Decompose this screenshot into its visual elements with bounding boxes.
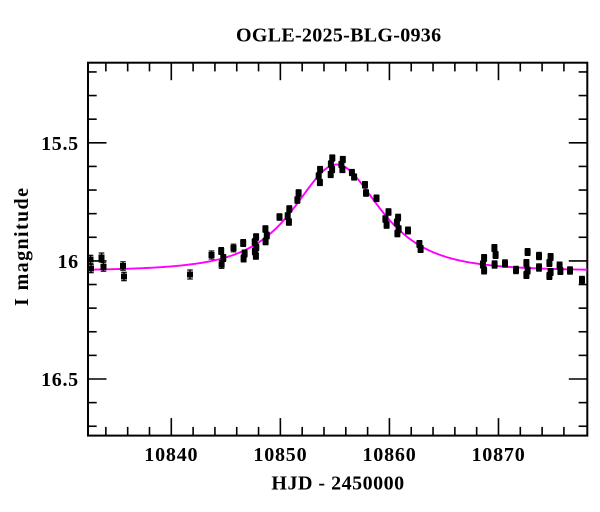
svg-text:OGLE-2025-BLG-0936: OGLE-2025-BLG-0936	[236, 25, 441, 47]
svg-text:16: 16	[57, 251, 78, 273]
svg-text:10870: 10870	[472, 444, 526, 466]
svg-text:15.5: 15.5	[41, 133, 79, 155]
svg-text:10850: 10850	[253, 444, 307, 466]
svg-text:HJD - 2450000: HJD - 2450000	[271, 473, 404, 495]
svg-text:10840: 10840	[144, 444, 198, 466]
svg-text:10860: 10860	[363, 444, 417, 466]
svg-text:I magnitude: I magnitude	[11, 187, 33, 306]
svg-text:16.5: 16.5	[41, 369, 79, 391]
